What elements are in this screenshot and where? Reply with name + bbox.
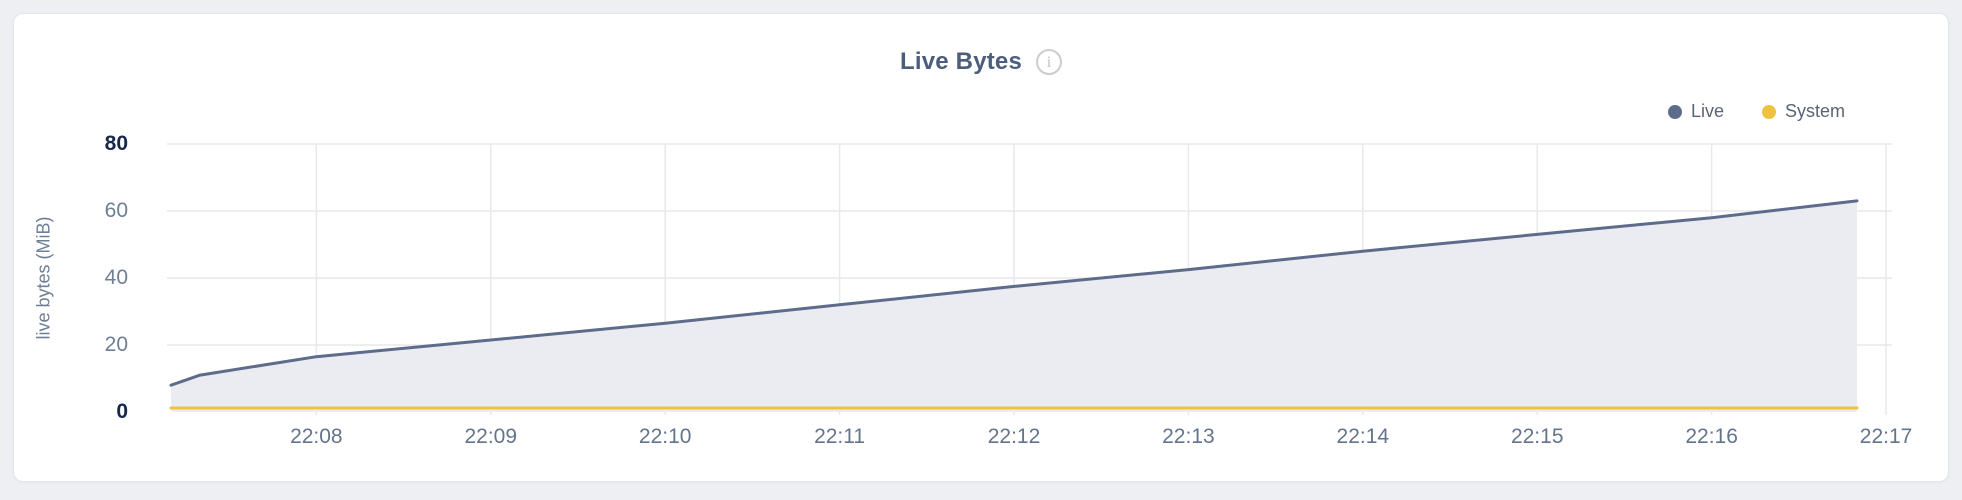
legend-item-system[interactable]: System xyxy=(1761,101,1845,122)
x-tick-label: 22:12 xyxy=(987,425,1041,448)
chart-title: Live Bytes xyxy=(899,48,1023,75)
series-area-live xyxy=(171,200,1857,412)
legend-dot-system xyxy=(1761,104,1776,119)
legend-label: System xyxy=(1784,101,1845,121)
info-icon[interactable]: i xyxy=(1036,49,1063,75)
series-areas xyxy=(171,200,1857,412)
chart-header: Live Bytes i xyxy=(0,46,1962,78)
series-lines xyxy=(169,199,1859,410)
x-tick-label: 22:15 xyxy=(1510,425,1564,448)
x-tick-label: 22:11 xyxy=(814,425,866,448)
x-tick-label: 22:13 xyxy=(1162,425,1215,448)
x-tick-label: 22:09 xyxy=(464,425,518,448)
x-tick-label: 22:10 xyxy=(638,425,692,448)
y-tick-label: 80 xyxy=(104,132,128,155)
y-tick-label: 40 xyxy=(104,266,128,289)
y-tick-label: 60 xyxy=(104,199,128,222)
x-tick-label: 22:08 xyxy=(290,425,343,448)
legend: Live System xyxy=(1667,101,1845,122)
x-tick-label: 22:16 xyxy=(1685,425,1738,448)
legend-dot-live xyxy=(1667,104,1682,119)
y-tick-label: 0 xyxy=(116,400,128,423)
x-tick-label: 22:14 xyxy=(1336,425,1390,448)
legend-item-live[interactable]: Live xyxy=(1667,101,1724,122)
y-tick-label: 20 xyxy=(104,333,128,356)
x-tick-label: 22:17 xyxy=(1859,425,1913,448)
series-line-live xyxy=(169,199,1859,387)
legend-label: Live xyxy=(1690,101,1724,121)
